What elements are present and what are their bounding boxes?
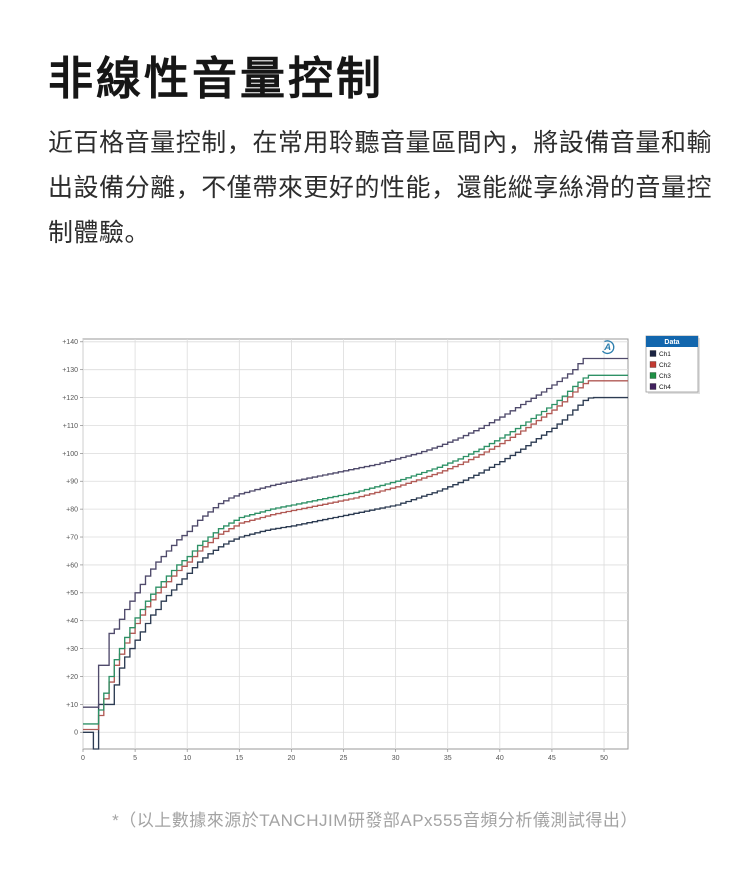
- svg-text:+130: +130: [62, 367, 78, 374]
- legend-item-ch1: Ch1: [649, 350, 671, 358]
- svg-text:0: 0: [81, 755, 85, 762]
- data-source-footnote: *（以上數據來源於TANCHJIM研發部APx555音頻分析儀測試得出）: [112, 811, 638, 830]
- volume-curve-chart: 0 5 10 15 20 25 30 35 40 45 50 0 +10 +20 +30 +40 +50 +60 +…: [50, 326, 710, 771]
- svg-text:25: 25: [340, 755, 348, 762]
- svg-text:0: 0: [74, 730, 78, 737]
- page-title: 非線性音量控制: [48, 53, 385, 104]
- svg-text:5: 5: [133, 755, 137, 762]
- plot-area: [82, 338, 629, 750]
- legend-item-ch4: Ch4: [649, 383, 671, 391]
- legend-label: Ch4: [659, 384, 671, 391]
- svg-text:A: A: [603, 342, 611, 353]
- volume-step-chart-svg: 0 5 10 15 20 25 30 35 40 45 50 0 +10 +20 +30 +40 +50 +60 +…: [62, 335, 700, 762]
- series-curve-ch1: [83, 396, 628, 750]
- legend-swatch-ch3: [649, 372, 657, 379]
- legend-swatch-ch2: [649, 361, 657, 368]
- legend-item-ch3: Ch3: [649, 372, 671, 380]
- svg-text:+50: +50: [66, 590, 78, 597]
- legend-label: Ch2: [659, 362, 671, 369]
- series-curve-ch4: [83, 357, 628, 708]
- svg-text:+60: +60: [66, 562, 78, 569]
- legend-swatch-ch1: [649, 350, 657, 357]
- svg-text:+70: +70: [66, 534, 78, 541]
- svg-text:15: 15: [235, 755, 243, 762]
- svg-text:20: 20: [288, 755, 296, 762]
- legend-label: Ch1: [659, 351, 671, 358]
- svg-text:35: 35: [444, 755, 452, 762]
- svg-text:+30: +30: [66, 646, 78, 653]
- svg-text:40: 40: [496, 755, 504, 762]
- svg-text:45: 45: [548, 755, 556, 762]
- svg-text:+100: +100: [62, 451, 78, 458]
- chart-legend: Data Ch1 Ch2 Ch3 Ch4: [645, 335, 700, 394]
- svg-text:+20: +20: [66, 674, 78, 681]
- axis-tick-labels: 0 5 10 15 20 25 30 35 40 45 50 0 +10 +20 +30 +40 +50 +60 +…: [62, 339, 608, 762]
- svg-text:+120: +120: [62, 395, 78, 402]
- svg-text:10: 10: [183, 755, 191, 762]
- series-curve-ch2: [83, 380, 628, 731]
- chart-grid: [82, 339, 628, 749]
- legend-label: Ch3: [659, 373, 671, 380]
- svg-text:+80: +80: [66, 507, 78, 514]
- legend-title: Data: [664, 339, 679, 346]
- legend-item-ch2: Ch2: [649, 361, 671, 369]
- audio-precision-logo-icon: A: [601, 340, 615, 355]
- legend-swatch-ch4: [649, 383, 657, 390]
- svg-text:+90: +90: [66, 479, 78, 486]
- svg-text:+110: +110: [63, 423, 78, 430]
- series-curve-ch3: [83, 374, 628, 725]
- svg-text:30: 30: [392, 755, 400, 762]
- svg-text:+140: +140: [62, 339, 78, 346]
- svg-text:50: 50: [600, 755, 608, 762]
- page-description: 近百格音量控制，在常用聆聽音量區間內，將設備音量和輸出設備分離，不僅帶來更好的性…: [48, 129, 712, 247]
- svg-text:+10: +10: [66, 702, 78, 709]
- svg-text:+40: +40: [66, 618, 78, 625]
